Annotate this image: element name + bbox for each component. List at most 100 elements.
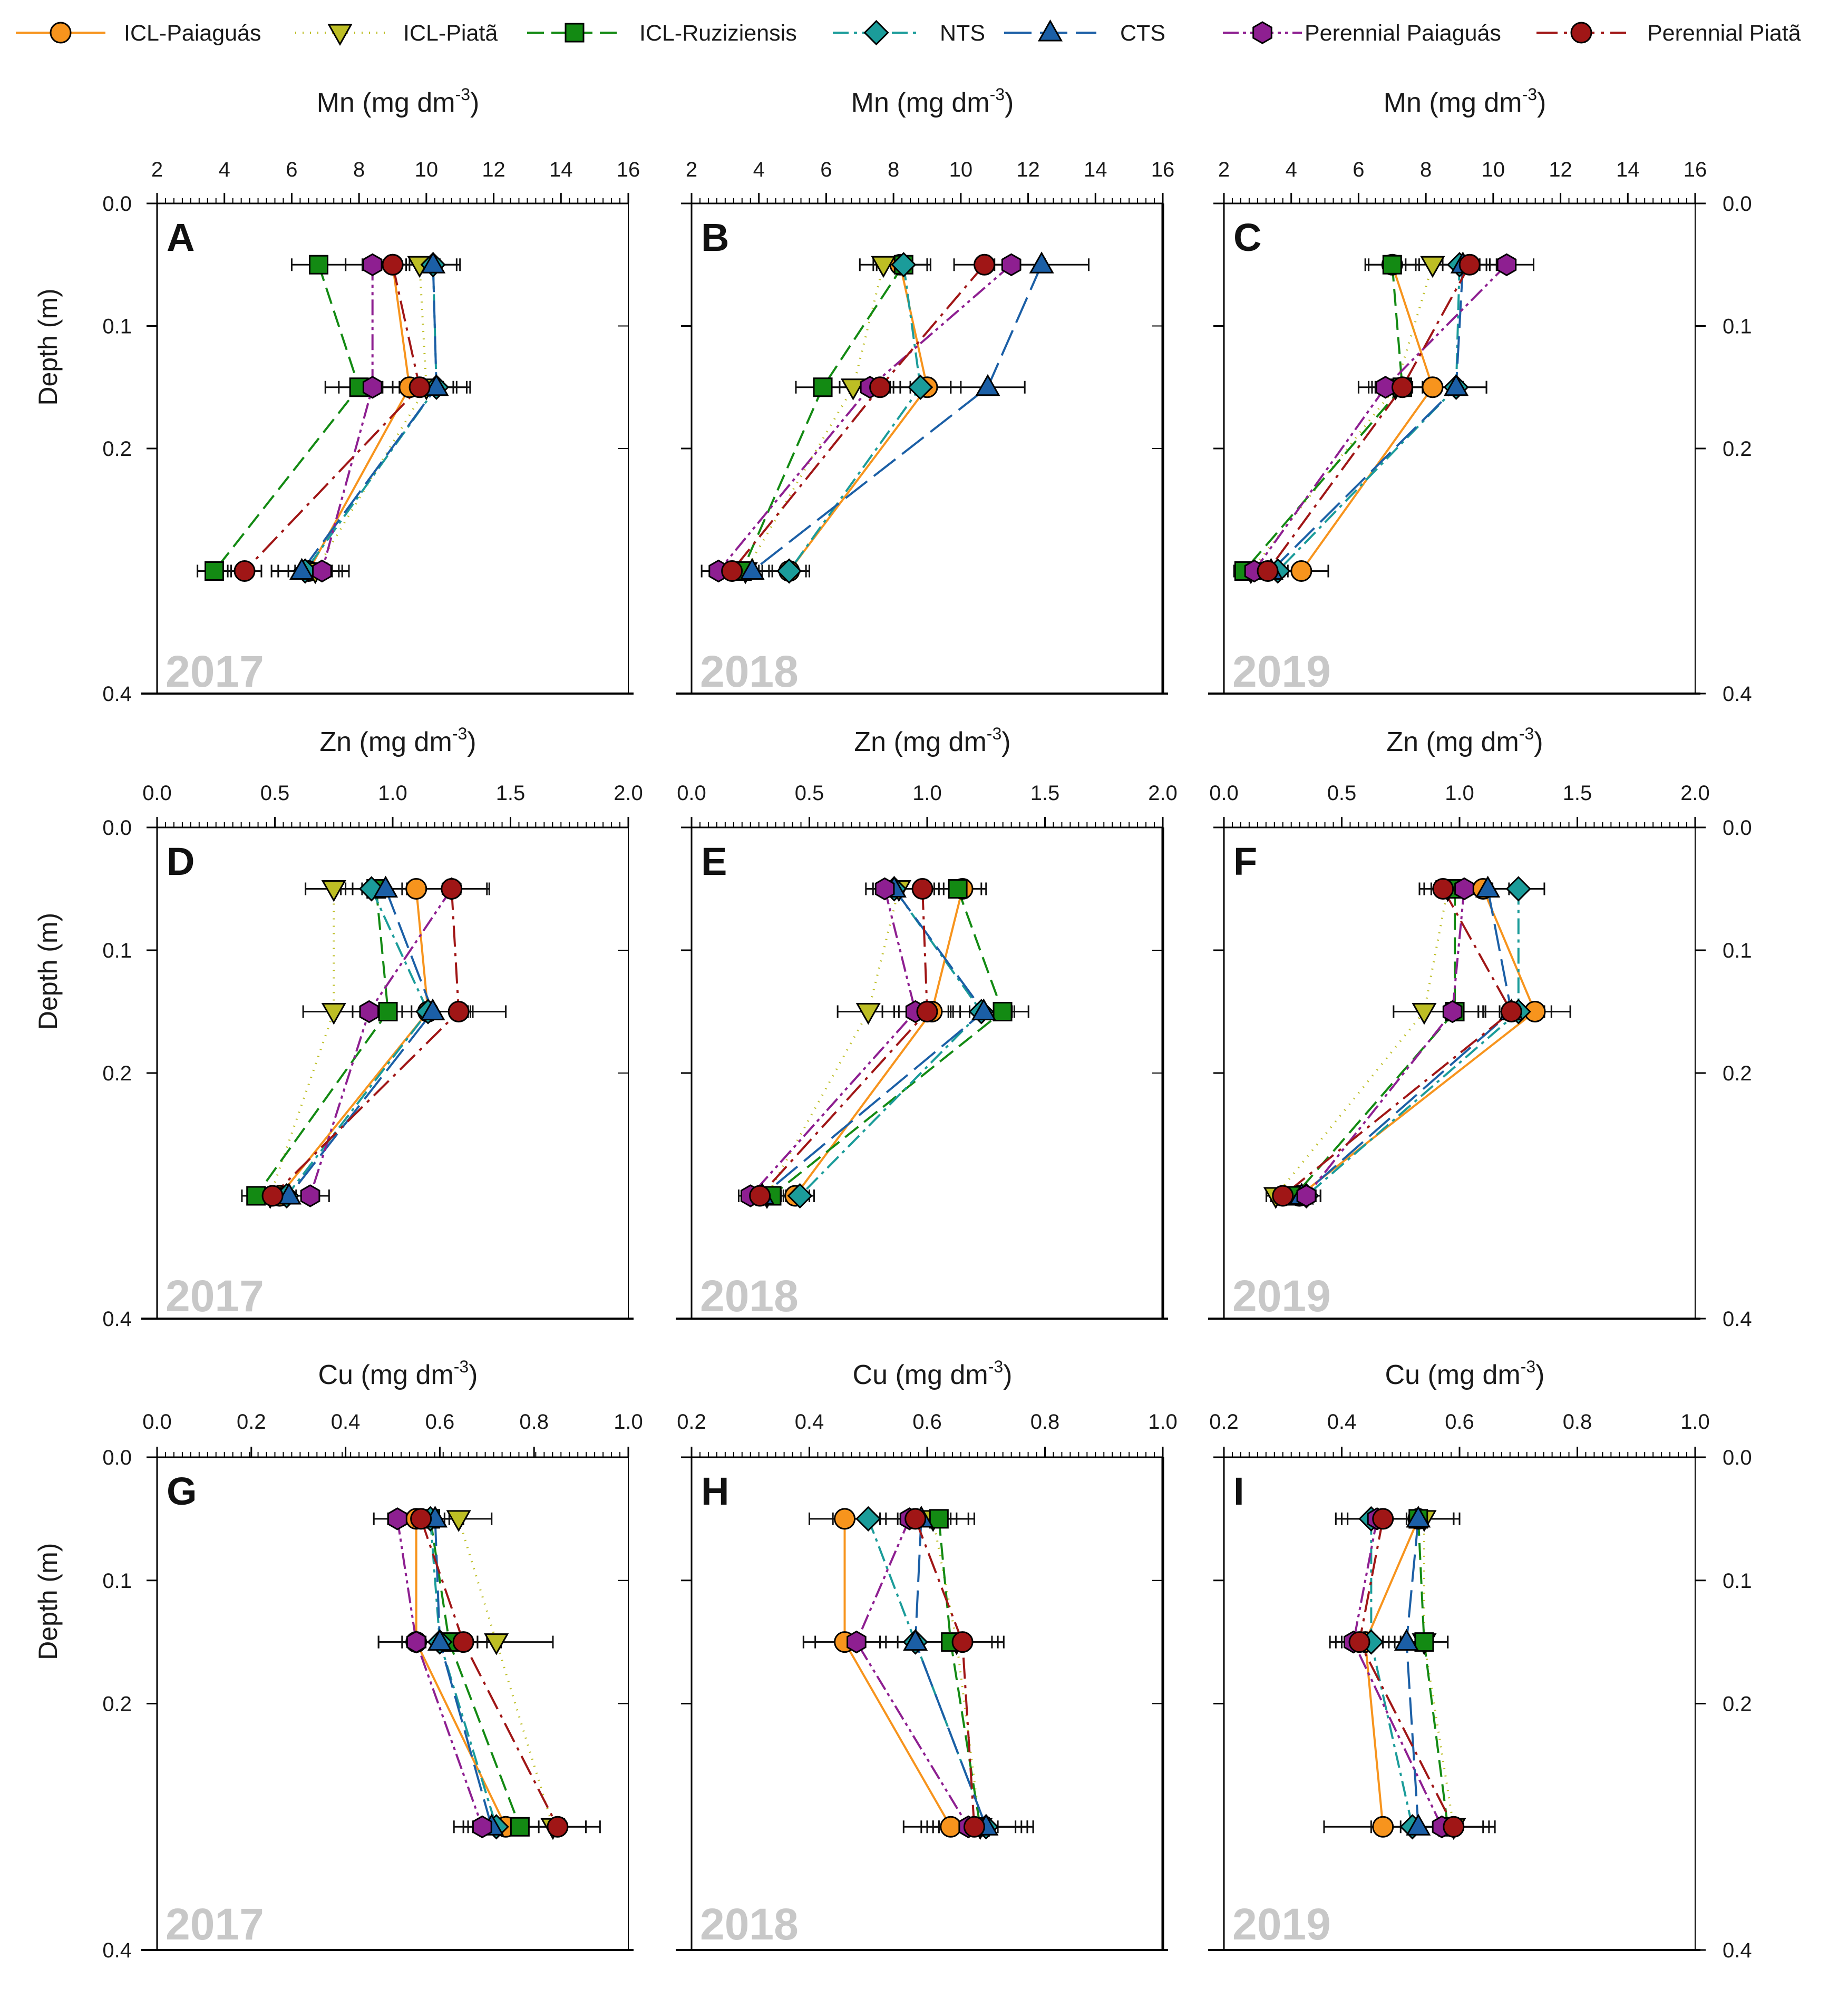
panel-row-2: Depth (m)0.0 0.5 1.0 1.5 2.0Zn (mg dm-3)0.00… bbox=[33, 724, 1752, 1331]
y-tick-label: 0.0 bbox=[102, 1446, 132, 1469]
x-tick-label: 10 bbox=[949, 158, 973, 181]
panel-year: 2017 bbox=[166, 1899, 264, 1949]
data-point-circle-icon bbox=[410, 1508, 432, 1530]
legend-label: ICL-Paiaguás bbox=[124, 21, 261, 46]
data-point-triangle-down-icon bbox=[321, 880, 346, 902]
data-point-circle-icon bbox=[1272, 1185, 1294, 1207]
x-tick-label: 2 bbox=[1218, 158, 1230, 181]
x-tick-label: 1.0 bbox=[1148, 1410, 1178, 1434]
data-point-diamond-icon bbox=[855, 1506, 881, 1532]
data-point-circle-icon bbox=[1372, 1816, 1394, 1838]
x-axis-title: Mn (mg dm-3) bbox=[851, 85, 1014, 118]
x-axis-title: Mn (mg dm-3) bbox=[1384, 85, 1547, 118]
series-line-4 bbox=[1370, 1518, 1414, 1827]
x-tick-label: 14 bbox=[1084, 158, 1107, 181]
y-tick-label-right: 0.2 bbox=[1723, 437, 1752, 461]
data-point-diamond-icon bbox=[908, 374, 933, 400]
panel-G: 0.0 0.2 0.4 0.6 0.8 1.0 Cu (mg dm-3) 0.0 0.1 0.2 0… bbox=[102, 1357, 643, 1962]
legend-marker-icon bbox=[50, 22, 72, 44]
x-tick-label: 0.4 bbox=[331, 1410, 361, 1434]
data-point-hexagon-icon bbox=[472, 1815, 492, 1839]
x-tick-label: 1.0 bbox=[1680, 1410, 1710, 1434]
x-tick-label: 8 bbox=[888, 158, 899, 181]
legend-item: Perennial Piatã bbox=[1536, 21, 1801, 46]
data-point-hexagon-icon bbox=[362, 253, 383, 277]
panel-letter: B bbox=[701, 216, 729, 259]
x-tick-label: 12 bbox=[1016, 158, 1040, 181]
legend-marker-icon bbox=[863, 19, 889, 46]
series-line-7 bbox=[1267, 264, 1471, 572]
panel-letter: D bbox=[167, 840, 194, 883]
data-point-triangle-down-icon bbox=[1420, 256, 1445, 278]
x-axis-title-sup: -3 bbox=[454, 1357, 469, 1376]
data-point-triangle-up-icon bbox=[1394, 1629, 1419, 1651]
series-line-1 bbox=[278, 889, 430, 1197]
x-axis-title-main: Cu (mg dm bbox=[853, 1360, 988, 1390]
data-point-circle-icon bbox=[1372, 1508, 1394, 1530]
data-point-circle-icon bbox=[547, 1816, 569, 1838]
data-point-triangle-up-icon bbox=[971, 998, 996, 1020]
series-line-2 bbox=[766, 889, 900, 1196]
data-point-square-icon bbox=[1414, 1632, 1434, 1652]
x-tick-label: 0.4 bbox=[1327, 1410, 1357, 1434]
x-axis-title-tail: ) bbox=[1003, 1360, 1012, 1390]
data-point-triangle-up-icon bbox=[421, 251, 446, 274]
data-point-triangle-up-icon bbox=[1406, 1505, 1431, 1528]
y-tick-label-right: 0.1 bbox=[1723, 939, 1752, 962]
x-tick-label: 0.5 bbox=[260, 782, 290, 805]
legend-marker-icon bbox=[327, 24, 353, 46]
panel-year: 2018 bbox=[700, 1271, 799, 1321]
data-point-square-icon bbox=[993, 1002, 1013, 1021]
series-line-5 bbox=[751, 264, 1043, 572]
data-point-triangle-up-icon bbox=[975, 374, 1000, 396]
data-point-circle-icon bbox=[448, 1001, 470, 1022]
series-line-7 bbox=[1282, 888, 1513, 1197]
x-axis-title-sup: -3 bbox=[988, 1357, 1003, 1376]
x-tick-label: 1.0 bbox=[378, 782, 407, 805]
y-tick-label-right: 0.4 bbox=[1723, 682, 1752, 706]
panel-A: 2 4 6 8 10 12 14 16 Mn (mg dm-3) 0.0 0.1 0.2 0.4 A 201… bbox=[102, 85, 640, 706]
data-point-circle-icon bbox=[1391, 376, 1413, 398]
series-line-5 bbox=[300, 265, 438, 572]
data-point-diamond-icon bbox=[787, 1183, 813, 1209]
data-point-circle-icon bbox=[452, 1631, 474, 1653]
y-tick-label-right: 0.1 bbox=[1723, 1569, 1752, 1593]
y-tick-label: 0.1 bbox=[102, 939, 132, 962]
x-tick-label: 0.8 bbox=[519, 1410, 549, 1434]
data-point-hexagon-icon bbox=[312, 559, 332, 583]
data-point-triangle-up-icon bbox=[420, 998, 445, 1020]
legend-item: ICL-Paiaguás bbox=[16, 21, 261, 46]
x-tick-label: 1.0 bbox=[614, 1410, 643, 1434]
y-tick-label-right: 0.2 bbox=[1723, 1062, 1752, 1085]
x-tick-label: 0.5 bbox=[795, 782, 824, 805]
series-line-2 bbox=[1250, 264, 1434, 572]
panel-letter: I bbox=[1233, 1469, 1244, 1513]
x-tick-label: 12 bbox=[1549, 158, 1572, 181]
series-line-3 bbox=[1243, 265, 1404, 572]
y-tick-label: 0.2 bbox=[102, 437, 132, 461]
data-point-circle-icon bbox=[1257, 560, 1279, 582]
x-axis-title-sup: -3 bbox=[455, 85, 470, 104]
panel-row-3: Depth (m)0.0 0.2 0.4 0.6 0.8 1.0Cu (mg dm-3)0… bbox=[33, 1357, 1752, 1962]
series-line-6 bbox=[750, 889, 917, 1197]
panel-I: 0.2 0.4 0.6 0.8 1.0 Cu (mg dm-3) 0.0 0.1 0.2 0.4 I… bbox=[1208, 1357, 1752, 1962]
x-tick-label: 1.5 bbox=[1030, 782, 1060, 805]
data-point-triangle-up-icon bbox=[1029, 251, 1054, 274]
panel-C: 2 4 6 8 10 12 14 16 Mn (mg dm-3) 0.0 0.1 0.2 0.4 C 201… bbox=[1208, 85, 1752, 706]
data-point-triangle-up-icon bbox=[1406, 1813, 1431, 1836]
legend-label: CTS bbox=[1120, 21, 1165, 46]
data-point-square-icon bbox=[929, 1509, 949, 1529]
legend-item: Perennial Paiaguás bbox=[1223, 21, 1501, 46]
x-tick-label: 14 bbox=[549, 158, 573, 181]
x-tick-label: 10 bbox=[1482, 158, 1505, 181]
series-line-4 bbox=[1306, 889, 1520, 1197]
x-tick-label: 0.2 bbox=[677, 1410, 706, 1434]
data-point-diamond-icon bbox=[776, 558, 802, 584]
x-axis-title: Mn (mg dm-3) bbox=[317, 85, 480, 118]
x-tick-label: 2.0 bbox=[614, 782, 643, 805]
x-tick-label: 2 bbox=[151, 158, 163, 181]
x-axis-title-main: Zn (mg dm bbox=[1386, 727, 1519, 757]
x-tick-label: 6 bbox=[820, 158, 832, 181]
data-point-circle-icon bbox=[1458, 253, 1481, 276]
